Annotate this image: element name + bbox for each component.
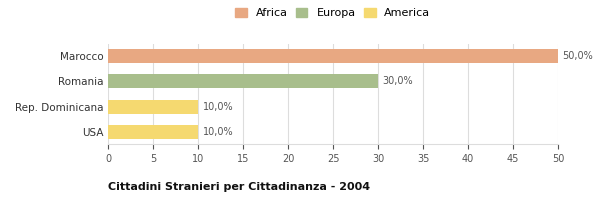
Bar bbox=[108, 125, 198, 139]
Text: 30,0%: 30,0% bbox=[383, 76, 413, 86]
Bar bbox=[108, 74, 378, 88]
Bar bbox=[108, 100, 198, 114]
Text: 10,0%: 10,0% bbox=[203, 127, 233, 137]
Legend: Africa, Europa, America: Africa, Europa, America bbox=[232, 5, 434, 22]
Bar bbox=[108, 49, 558, 63]
Text: 50,0%: 50,0% bbox=[563, 51, 593, 61]
Text: 10,0%: 10,0% bbox=[203, 102, 233, 112]
Text: Cittadini Stranieri per Cittadinanza - 2004: Cittadini Stranieri per Cittadinanza - 2… bbox=[108, 182, 370, 192]
